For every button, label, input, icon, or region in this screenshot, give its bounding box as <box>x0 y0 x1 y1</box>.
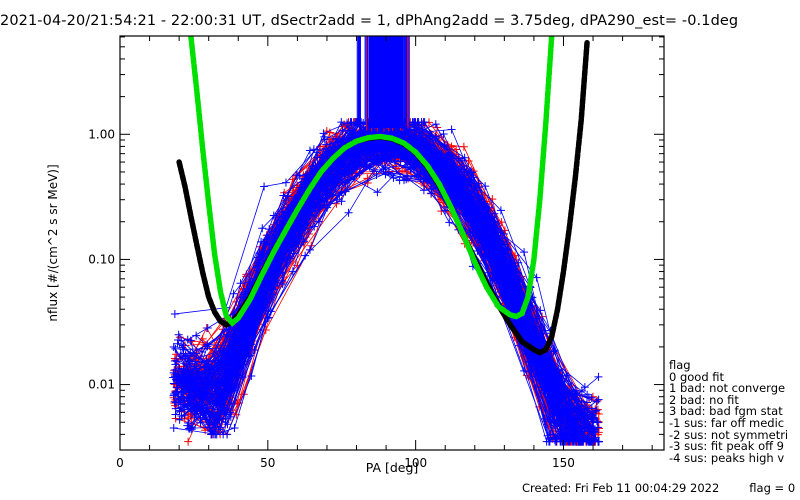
blue-trace-point <box>445 218 454 227</box>
blue-trace-point <box>192 331 201 340</box>
red-trace-point <box>332 199 341 208</box>
footer: Created: Fri Feb 11 00:04:29 2022 flag = … <box>522 481 795 495</box>
blue-trace-point <box>170 356 179 365</box>
blue-trace-point <box>197 348 206 357</box>
blue-trace-point <box>184 418 193 427</box>
y-axis-label: nflux [#/(cm^2 s sr MeV)] <box>46 164 60 321</box>
blue-trace-point <box>177 412 186 421</box>
blue-trace-point <box>308 162 317 171</box>
y-tick-label: 0.01 <box>88 378 115 392</box>
blue-trace-point <box>174 330 183 339</box>
blue-trace-point <box>279 191 288 200</box>
x-axis-label: PA [deg] <box>366 460 419 475</box>
blue-trace-point <box>175 415 184 424</box>
blue-trace-line <box>184 144 588 439</box>
blue-trace-point <box>520 366 529 375</box>
blue-trace-point <box>431 120 440 129</box>
x-tick-label: 50 <box>260 456 275 470</box>
blue-trace-point <box>230 424 239 433</box>
blue-trace-point <box>580 383 589 392</box>
blue-trace-point <box>460 153 469 162</box>
blue-trace-point <box>169 424 178 433</box>
blue-trace-point <box>447 125 456 134</box>
blue-trace-point <box>457 162 466 171</box>
chart-title: 2021-04-20/21:54:21 - 22:00:31 UT, dSect… <box>0 13 739 29</box>
blue-trace-point <box>520 248 529 257</box>
blue-trace-point <box>170 309 179 318</box>
blue-trace-point <box>171 344 180 353</box>
blue-trace-point <box>289 249 298 258</box>
red-trace-point <box>459 142 468 151</box>
blue-trace-point <box>169 343 178 352</box>
y-tick-label: 0.10 <box>88 252 115 266</box>
red-trace-point <box>184 437 193 446</box>
blue-trace-point <box>419 186 428 195</box>
red-trace-point <box>398 167 407 176</box>
saturated-block <box>368 36 404 129</box>
blue-trace-point <box>594 372 603 381</box>
flag-value: flag = 0 <box>749 481 796 495</box>
blue-trace-point <box>260 182 269 191</box>
created-timestamp: Created: Fri Feb 11 00:04:29 2022 <box>522 481 720 495</box>
blue-trace-point <box>175 364 184 373</box>
blue-trace-point <box>592 397 601 406</box>
y-tick-label: 1.00 <box>88 127 115 141</box>
blue-trace-point <box>532 273 541 282</box>
x-tick-label: 150 <box>552 456 575 470</box>
x-tick-label: 0 <box>116 456 124 470</box>
legend-item: -4 sus: peaks high v <box>669 450 785 465</box>
blue-trace-point <box>337 197 346 206</box>
flag-legend: flag 0 good fit 1 bad: not converge 2 ba… <box>669 359 788 465</box>
